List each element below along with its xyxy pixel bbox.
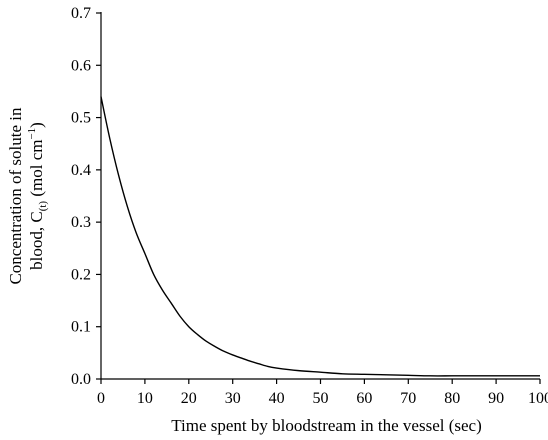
x-tick-label: 70 [400,390,416,407]
y-tick-label: 0.7 [71,5,91,22]
concentration-curve [100,96,540,377]
x-tick-label: 100 [528,390,548,407]
axis-ticks: 0 10 20 30 40 50 60 70 80 90 100 0.0 0.1 0.2 0.3 0.4 0.5… [71,5,548,407]
y-tick-label: 0.6 [71,57,91,74]
x-tick-label: 40 [269,390,285,407]
y-axis-title-suffix: (mol cm [27,140,46,201]
y-axis-title-superscript: −1 [26,128,38,140]
y-tick-label: 0.5 [71,110,91,127]
x-axis-title: Time spent by bloodstream in the vessel … [171,416,482,435]
y-axis-title: Concentration of solute in blood, C(t) (… [6,107,49,285]
y-axis-title-prefix: blood, C [27,211,46,270]
y-tick-label: 0.1 [71,319,91,336]
series-layer [100,96,540,377]
y-tick-label: 0.4 [71,162,91,179]
y-tick-label: 0.2 [71,266,91,283]
y-tick-label: 0.0 [71,371,91,388]
y-axis-title-line2: blood, C(t) (mol cm−1) [26,122,49,270]
y-tick-label: 0.3 [71,214,91,231]
x-tick-label: 30 [225,390,241,407]
x-tick-label: 10 [137,390,153,407]
x-tick-label: 50 [313,390,329,407]
y-axis-title-close: ) [27,122,46,128]
x-tick-label: 90 [488,390,504,407]
x-tick-label: 80 [444,390,460,407]
x-tick-label: 20 [181,390,197,407]
x-tick-label: 0 [97,390,105,407]
y-axis-title-subscript: (t) [37,201,49,212]
x-tick-label: 60 [356,390,372,407]
y-axis-title-line1: Concentration of solute in [6,107,25,285]
axes [100,12,540,380]
